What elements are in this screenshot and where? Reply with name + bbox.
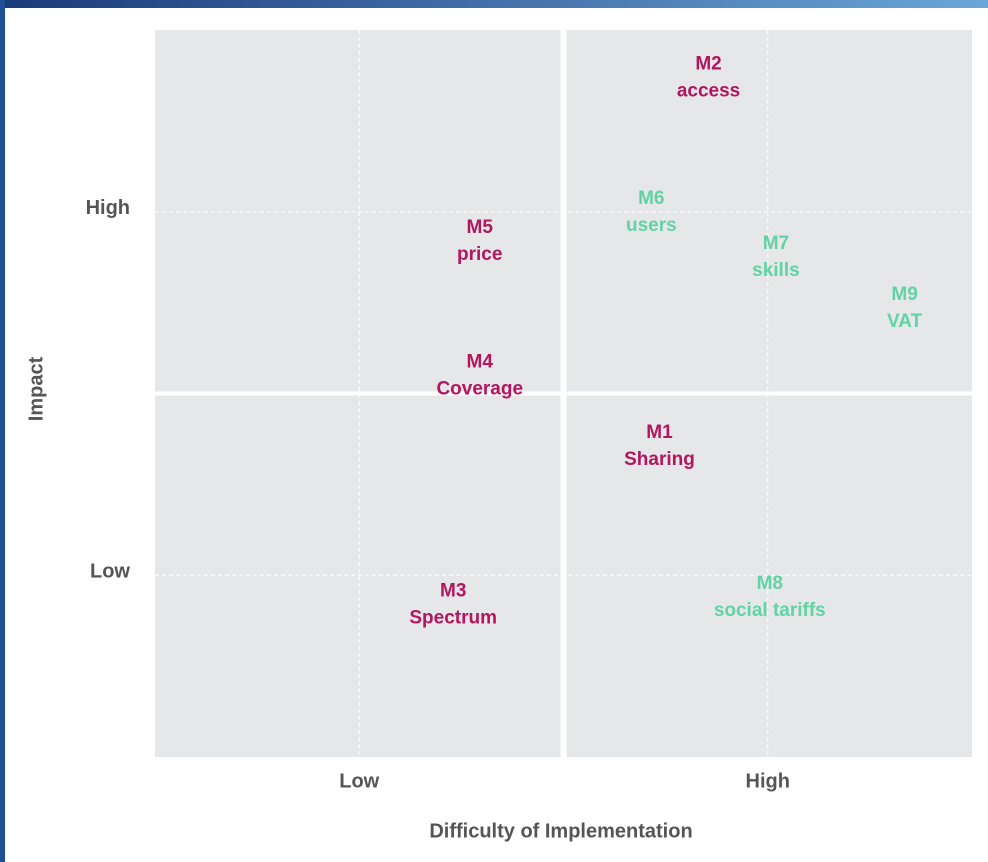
point: M2 access (677, 53, 740, 101)
y-axis-title: Impact (25, 356, 47, 421)
frame-left (0, 0, 5, 862)
point: M7 skills (752, 233, 800, 281)
x-tick-label: Low (339, 770, 379, 792)
point-id: M4 (467, 351, 494, 372)
frame-top (0, 0, 988, 8)
point: M4 Coverage (436, 351, 523, 399)
point-id: M3 (440, 580, 466, 601)
point-label: Coverage (436, 378, 523, 399)
point-label: VAT (887, 311, 923, 332)
point-label: users (626, 215, 677, 236)
point: M5 price (457, 217, 502, 265)
point-label: skills (752, 260, 800, 281)
point: M3 Spectrum (409, 580, 497, 628)
point-id: M5 (467, 217, 494, 238)
x-tick-label: High (746, 770, 790, 792)
point-id: M9 (891, 284, 917, 305)
point-label: access (677, 80, 740, 101)
point: M1 Sharing (624, 422, 695, 470)
point-label: price (457, 244, 502, 265)
point-id: M2 (695, 53, 721, 74)
point-label: Spectrum (409, 607, 497, 628)
y-tick-label: Low (90, 561, 130, 583)
y-tick-label: High (86, 197, 130, 219)
point-label: Sharing (624, 449, 695, 470)
point-id: M7 (763, 233, 789, 254)
x-axis-title: Difficulty of Implementation (429, 820, 692, 842)
point: M8 social tariffs (714, 573, 826, 621)
point: M9 VAT (887, 284, 923, 332)
point-id: M1 (646, 422, 673, 443)
point: M6 users (626, 188, 677, 236)
point-label: social tariffs (714, 600, 826, 621)
point-id: M8 (757, 573, 783, 594)
point-id: M6 (638, 188, 664, 209)
